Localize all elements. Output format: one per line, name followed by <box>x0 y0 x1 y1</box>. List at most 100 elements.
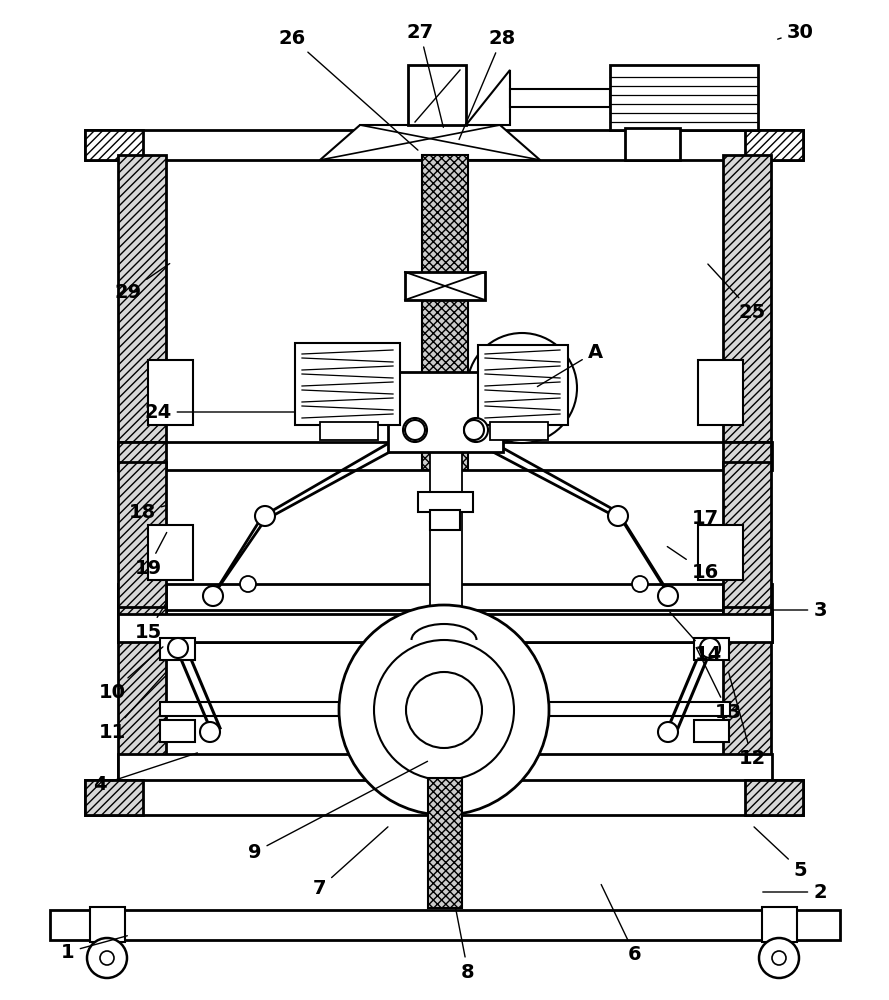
Bar <box>428 778 462 908</box>
Text: 9: 9 <box>248 761 428 861</box>
Text: 12: 12 <box>729 673 765 768</box>
Polygon shape <box>320 125 540 160</box>
Bar <box>762 907 797 942</box>
Bar <box>85 780 803 815</box>
Bar <box>610 65 758 130</box>
Circle shape <box>772 951 786 965</box>
Text: 10: 10 <box>99 647 163 702</box>
Circle shape <box>203 586 223 606</box>
Circle shape <box>658 722 678 742</box>
Bar <box>50 910 840 940</box>
Bar <box>422 295 468 470</box>
Text: 17: 17 <box>692 506 725 528</box>
Circle shape <box>168 638 188 658</box>
Circle shape <box>240 576 256 592</box>
Polygon shape <box>466 70 510 125</box>
Circle shape <box>339 605 549 815</box>
Bar <box>85 780 143 815</box>
Circle shape <box>632 576 648 592</box>
Circle shape <box>464 418 488 442</box>
Text: 7: 7 <box>313 827 388 898</box>
Bar <box>118 614 772 642</box>
Circle shape <box>100 951 114 965</box>
Text: 26: 26 <box>278 28 418 150</box>
Bar <box>160 638 195 660</box>
Text: A: A <box>537 342 603 387</box>
Circle shape <box>403 418 427 442</box>
Text: 15: 15 <box>134 602 166 642</box>
Bar <box>118 584 166 612</box>
Text: 16: 16 <box>668 547 718 582</box>
Text: 6: 6 <box>601 885 642 964</box>
Bar <box>148 525 193 580</box>
Bar <box>510 89 610 107</box>
Circle shape <box>255 506 275 526</box>
Bar <box>430 435 462 610</box>
Bar <box>118 610 166 642</box>
Circle shape <box>87 938 127 978</box>
Text: 1: 1 <box>61 936 127 962</box>
Bar <box>625 128 680 160</box>
Bar <box>745 130 803 160</box>
Bar <box>118 442 166 470</box>
Bar <box>405 272 485 300</box>
Text: 5: 5 <box>754 827 807 880</box>
Circle shape <box>200 722 220 742</box>
Text: 8: 8 <box>455 908 475 982</box>
Bar <box>118 155 166 470</box>
Bar <box>723 607 771 782</box>
Bar <box>490 422 548 440</box>
Bar <box>694 720 729 742</box>
Bar <box>90 907 125 942</box>
Bar <box>745 780 803 815</box>
Bar <box>694 638 729 660</box>
Bar <box>388 372 503 452</box>
Bar <box>118 462 166 612</box>
Bar <box>422 155 468 275</box>
Text: 29: 29 <box>115 264 170 302</box>
Bar <box>148 360 193 425</box>
Circle shape <box>608 506 628 526</box>
Bar <box>723 155 771 470</box>
Text: 2: 2 <box>763 882 827 902</box>
Text: 19: 19 <box>134 532 167 578</box>
Bar <box>723 610 771 642</box>
Circle shape <box>658 586 678 606</box>
Text: 28: 28 <box>459 28 516 139</box>
Circle shape <box>374 640 514 780</box>
Bar <box>320 422 378 440</box>
Bar <box>295 343 400 425</box>
Text: 18: 18 <box>128 502 165 522</box>
Text: 11: 11 <box>99 672 166 742</box>
Bar <box>85 130 143 160</box>
Circle shape <box>405 420 425 440</box>
Bar <box>160 720 195 742</box>
Text: 4: 4 <box>93 753 197 794</box>
Text: 14: 14 <box>669 612 722 664</box>
Bar <box>430 510 460 530</box>
Bar <box>118 584 772 612</box>
Bar <box>85 130 803 160</box>
Circle shape <box>759 938 799 978</box>
Bar <box>118 610 772 642</box>
Circle shape <box>464 420 484 440</box>
Bar <box>160 702 730 716</box>
Bar <box>408 65 466 125</box>
Circle shape <box>700 638 720 658</box>
Text: 24: 24 <box>144 402 295 422</box>
Text: 13: 13 <box>696 647 741 722</box>
Text: 27: 27 <box>406 22 444 127</box>
Text: 25: 25 <box>708 264 765 322</box>
Text: 3: 3 <box>773 600 827 619</box>
Bar <box>478 345 568 425</box>
Bar <box>723 462 771 612</box>
Bar <box>118 607 166 782</box>
Circle shape <box>406 672 482 748</box>
Bar <box>723 442 771 470</box>
Bar <box>118 754 772 782</box>
Bar <box>698 360 743 425</box>
Text: 30: 30 <box>778 22 813 41</box>
Bar <box>418 492 473 512</box>
Bar <box>118 442 772 470</box>
Bar <box>698 525 743 580</box>
